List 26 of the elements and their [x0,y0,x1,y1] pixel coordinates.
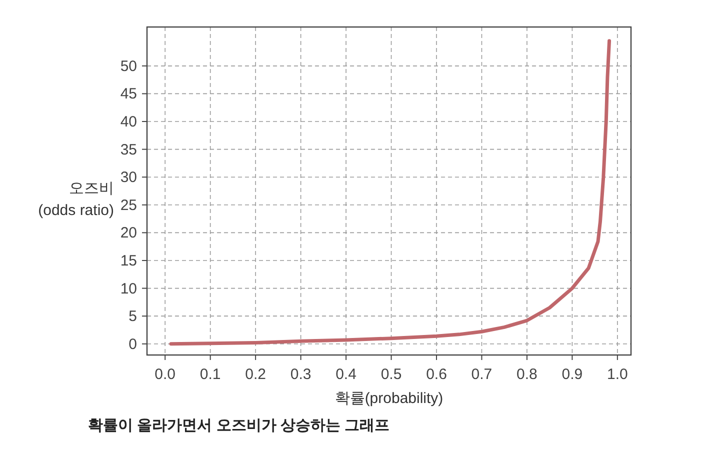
line-series [169,39,612,346]
x-tick-label: 0.3 [290,366,312,383]
y-axis-title: 오즈비 (odds ratio) [38,180,114,219]
x-tick-label: 0.9 [562,366,583,383]
y-tick-label: 10 [120,280,137,298]
x-tick-label: 1.0 [607,366,628,383]
y-tick-label: 30 [120,169,137,186]
y-tick-label: 45 [120,86,137,103]
x-tick-label: 0.7 [471,366,492,383]
y-tick-label: 35 [120,141,137,158]
x-tick-label: 0.4 [336,366,356,383]
y-tick-label: 40 [120,114,137,131]
x-tick-label: 0.2 [245,366,266,383]
x-tick-label: 0.0 [154,366,176,383]
y-tick-label: 15 [120,252,137,270]
y-tick-label: 20 [120,224,137,242]
y-tick-label: 50 [120,58,137,75]
x-tick-label: 0.1 [200,366,221,383]
x-tick-label: 0.5 [380,366,402,383]
text: 확률이 올라가면서 오즈비가 상승하는 그래프 [88,417,390,434]
y-tick-label: 5 [128,308,137,326]
x-axis-title: 확률(probability) [334,390,444,407]
y-tick-label: 0 [128,336,137,353]
x-tick-label: 0.6 [426,366,447,383]
x-tick-label: 0.8 [516,366,538,383]
y-tick-label: 25 [120,196,137,214]
